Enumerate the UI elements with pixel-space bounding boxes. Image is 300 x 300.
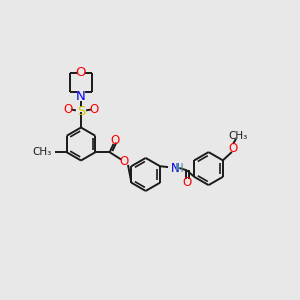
Text: O: O <box>64 103 73 116</box>
Text: O: O <box>76 66 86 79</box>
Text: N: N <box>76 90 86 103</box>
Text: H: H <box>175 161 184 175</box>
Text: N: N <box>170 161 179 175</box>
Text: O: O <box>183 176 192 190</box>
Text: O: O <box>110 134 120 147</box>
Text: CH₃: CH₃ <box>32 147 52 157</box>
Text: CH₃: CH₃ <box>228 131 248 141</box>
Text: O: O <box>89 103 98 116</box>
Text: O: O <box>119 155 129 168</box>
Text: S: S <box>77 105 85 119</box>
Text: O: O <box>228 142 238 155</box>
